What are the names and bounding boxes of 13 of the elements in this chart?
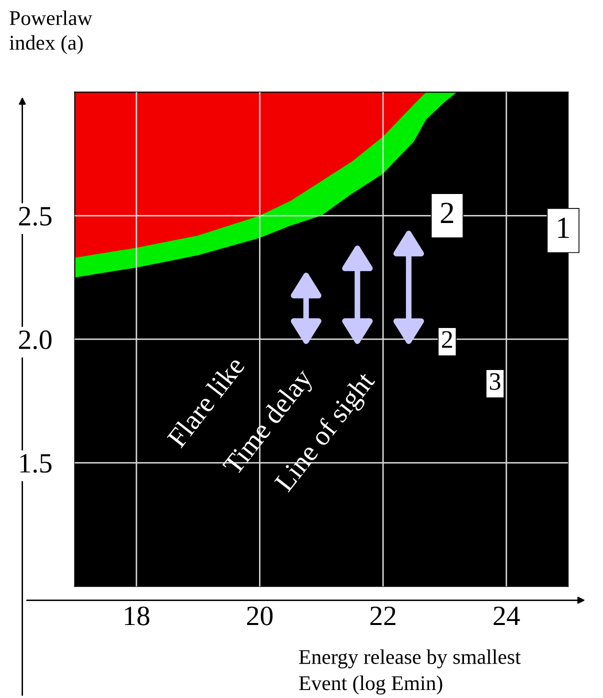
y-axis-title: Powerlaw index (a) [9,10,92,54]
y-tick-label: 1.5 [20,454,52,473]
x-tick-label: 18 [124,606,150,626]
x-tick-label: 24 [494,606,520,626]
x-axis-title: Energy release by smallest Event (log Emin) [299,649,521,695]
x-tick-label: 20 [247,606,273,626]
x-tick-label: 22 [370,606,396,626]
annotation: 2 [442,331,452,348]
y-tick-label: 2.0 [19,330,52,350]
annotation: 3 [490,373,500,390]
annotation: 1 [558,218,569,238]
y-tick-label: 2.5 [19,206,52,226]
annotation: 2 [440,202,454,224]
